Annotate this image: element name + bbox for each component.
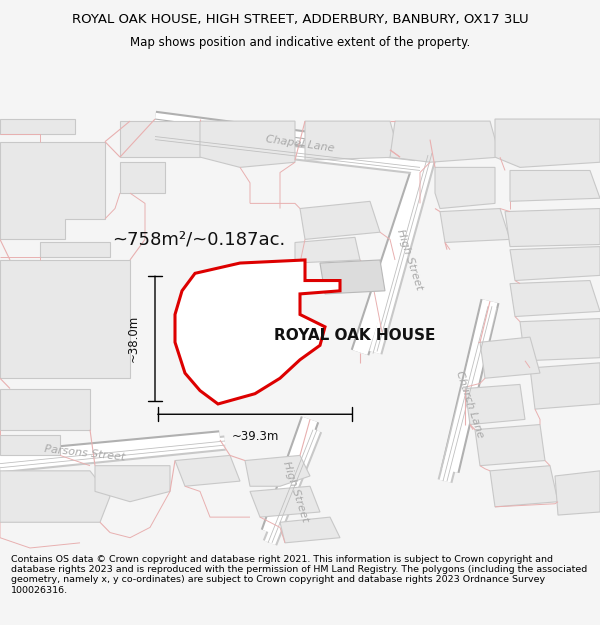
Polygon shape (250, 486, 320, 517)
Polygon shape (440, 209, 510, 242)
Text: High Street: High Street (281, 460, 311, 523)
Text: Contains OS data © Crown copyright and database right 2021. This information is : Contains OS data © Crown copyright and d… (11, 554, 587, 595)
Polygon shape (300, 201, 380, 239)
Polygon shape (245, 456, 310, 486)
Text: Church Lane: Church Lane (454, 369, 485, 439)
Polygon shape (0, 119, 75, 134)
Polygon shape (480, 337, 540, 378)
Polygon shape (320, 260, 385, 294)
Polygon shape (555, 471, 600, 515)
Text: ROYAL OAK HOUSE, HIGH STREET, ADDERBURY, BANBURY, OX17 3LU: ROYAL OAK HOUSE, HIGH STREET, ADDERBURY,… (71, 13, 529, 26)
Polygon shape (510, 281, 600, 316)
Polygon shape (0, 142, 105, 239)
Polygon shape (510, 171, 600, 201)
Polygon shape (0, 260, 130, 378)
Polygon shape (40, 242, 110, 257)
Text: ~39.3m: ~39.3m (232, 431, 278, 443)
Polygon shape (120, 162, 165, 193)
Polygon shape (465, 384, 525, 424)
Polygon shape (475, 424, 545, 466)
Text: Chapel Lane: Chapel Lane (265, 134, 335, 154)
Polygon shape (490, 466, 558, 507)
Polygon shape (520, 319, 600, 361)
Polygon shape (505, 209, 600, 247)
Text: High Street: High Street (395, 228, 425, 292)
Polygon shape (200, 121, 295, 168)
Polygon shape (530, 363, 600, 409)
Polygon shape (295, 238, 360, 263)
Text: Map shows position and indicative extent of the property.: Map shows position and indicative extent… (130, 36, 470, 49)
Polygon shape (435, 168, 495, 209)
Polygon shape (305, 121, 400, 160)
Polygon shape (0, 435, 60, 456)
Polygon shape (280, 517, 340, 543)
Polygon shape (0, 471, 110, 522)
Polygon shape (0, 389, 90, 430)
Polygon shape (95, 466, 170, 502)
Text: ROYAL OAK HOUSE: ROYAL OAK HOUSE (274, 328, 436, 342)
Polygon shape (120, 121, 200, 157)
Polygon shape (510, 247, 600, 281)
Text: ~38.0m: ~38.0m (127, 314, 139, 362)
Polygon shape (495, 119, 600, 168)
Text: Parsons Street: Parsons Street (44, 444, 126, 462)
Polygon shape (175, 456, 240, 486)
Polygon shape (390, 121, 500, 162)
Polygon shape (175, 260, 340, 404)
Text: ~758m²/~0.187ac.: ~758m²/~0.187ac. (112, 231, 285, 248)
